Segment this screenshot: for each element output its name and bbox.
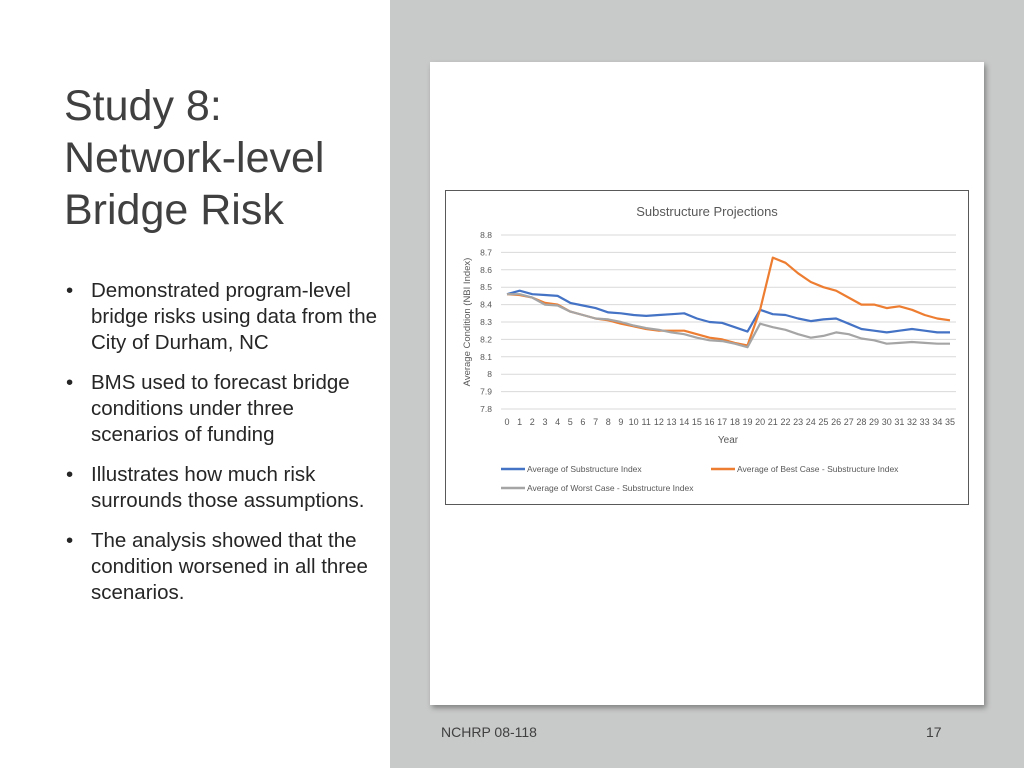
bullet-dot: • bbox=[66, 371, 74, 394]
x-tick-label: 12 bbox=[654, 417, 664, 427]
bullet-list: • Demonstrated program-level bridge risks… bbox=[64, 278, 384, 620]
bullet-text: Illustrates how much risk surrounds thos… bbox=[91, 463, 365, 512]
x-tick-label: 20 bbox=[755, 417, 765, 427]
bullet-item: • Illustrates how much risk surrounds tho… bbox=[64, 462, 384, 514]
line-chart: Substructure Projections 8.8 8.7 8.6 8.5 8.4… bbox=[462, 204, 956, 493]
y-axis-ticks: 8.8 8.7 8.6 8.5 8.4 8.3 8.2 8.1 8 7.9 7.8 bbox=[480, 230, 492, 414]
footer-text: NCHRP 08-118 bbox=[441, 724, 537, 740]
x-tick-label: 1 bbox=[517, 417, 522, 427]
title-line-1: Study 8: bbox=[64, 82, 222, 130]
bullet-dot: • bbox=[66, 279, 74, 302]
series-line-3 bbox=[507, 293, 950, 349]
x-tick-label: 22 bbox=[780, 417, 790, 427]
title-line-3: Bridge Risk bbox=[64, 186, 284, 234]
y-tick-label: 8.1 bbox=[480, 352, 492, 362]
y-tick-label: 7.9 bbox=[480, 387, 492, 397]
bullet-item: • Demonstrated program-level bridge risks… bbox=[64, 278, 384, 356]
x-tick-label: 23 bbox=[793, 417, 803, 427]
bullet-item: • The analysis showed that the condition … bbox=[64, 528, 384, 606]
bullet-text: Demonstrated program-level bridge risks … bbox=[91, 279, 377, 354]
chart-frame: Substructure Projections 8.8 8.7 8.6 8.5 8.4… bbox=[445, 190, 969, 505]
x-tick-label: 7 bbox=[593, 417, 598, 427]
y-tick-label: 8.3 bbox=[480, 317, 492, 327]
x-tick-label: 15 bbox=[692, 417, 702, 427]
chart-gridlines bbox=[501, 234, 956, 410]
legend-label: Average of Worst Case - Substructure Ind… bbox=[527, 483, 694, 493]
y-tick-label: 8.8 bbox=[480, 230, 492, 240]
x-tick-label: 19 bbox=[742, 417, 752, 427]
x-tick-label: 4 bbox=[555, 417, 560, 427]
x-tick-label: 11 bbox=[642, 417, 651, 427]
bullet-item: • BMS used to forecast bridge conditions … bbox=[64, 370, 384, 448]
x-axis-label: Year bbox=[718, 435, 739, 446]
x-tick-label: 2 bbox=[530, 417, 535, 427]
x-tick-label: 26 bbox=[831, 417, 841, 427]
chart-legend: Average of Substructure Index Average of … bbox=[501, 464, 899, 493]
legend-label: Average of Best Case - Substructure Inde… bbox=[737, 464, 899, 474]
y-tick-label: 8 bbox=[487, 369, 492, 379]
x-tick-label: 31 bbox=[894, 417, 904, 427]
x-tick-label: 3 bbox=[542, 417, 547, 427]
x-tick-label: 0 bbox=[504, 417, 509, 427]
y-tick-label: 7.8 bbox=[480, 404, 492, 414]
text-panel: Study 8: Network-level Bridge Risk • Demo… bbox=[0, 0, 390, 768]
slide-title: Study 8: Network-level Bridge Risk bbox=[64, 80, 384, 236]
bullet-dot: • bbox=[66, 529, 74, 552]
x-tick-label: 34 bbox=[932, 417, 942, 427]
x-tick-label: 24 bbox=[806, 417, 816, 427]
x-tick-label: 17 bbox=[717, 417, 727, 427]
x-tick-label: 29 bbox=[869, 417, 879, 427]
bullet-text: The analysis showed that the condition w… bbox=[91, 529, 368, 604]
x-tick-label: 16 bbox=[705, 417, 715, 427]
y-tick-label: 8.7 bbox=[480, 247, 492, 257]
x-tick-label: 18 bbox=[730, 417, 740, 427]
x-tick-label: 21 bbox=[768, 417, 778, 427]
bullet-dot: • bbox=[66, 463, 74, 486]
x-tick-label: 25 bbox=[818, 417, 828, 427]
x-axis-ticks: 0 1 2 3 4 5 6 7 8 9 10 11 12 13 14 15 16 17 18 19 20 21 22 23 24… bbox=[504, 417, 955, 427]
x-tick-label: 35 bbox=[945, 417, 955, 427]
title-line-2: Network-level bbox=[64, 134, 325, 182]
chart-series bbox=[506, 256, 951, 349]
y-tick-label: 8.5 bbox=[480, 282, 492, 292]
y-axis-label: Average Condition (NBI Index) bbox=[462, 258, 473, 387]
x-tick-label: 10 bbox=[629, 417, 639, 427]
chart-title: Substructure Projections bbox=[636, 204, 778, 219]
x-tick-label: 9 bbox=[618, 417, 623, 427]
x-tick-label: 28 bbox=[856, 417, 866, 427]
x-tick-label: 32 bbox=[907, 417, 917, 427]
x-tick-label: 33 bbox=[920, 417, 930, 427]
y-tick-label: 8.6 bbox=[480, 265, 492, 275]
bullet-text: BMS used to forecast bridge conditions u… bbox=[91, 371, 350, 446]
page-number: 17 bbox=[926, 724, 942, 740]
x-tick-label: 27 bbox=[844, 417, 854, 427]
legend-label: Average of Substructure Index bbox=[527, 464, 642, 474]
x-tick-label: 5 bbox=[568, 417, 573, 427]
x-tick-label: 13 bbox=[667, 417, 677, 427]
series-line-1 bbox=[506, 289, 950, 334]
x-tick-label: 6 bbox=[580, 417, 585, 427]
x-tick-label: 30 bbox=[882, 417, 892, 427]
x-tick-label: 14 bbox=[679, 417, 689, 427]
y-tick-label: 8.2 bbox=[480, 334, 492, 344]
x-tick-label: 8 bbox=[606, 417, 611, 427]
y-tick-label: 8.4 bbox=[480, 300, 492, 310]
